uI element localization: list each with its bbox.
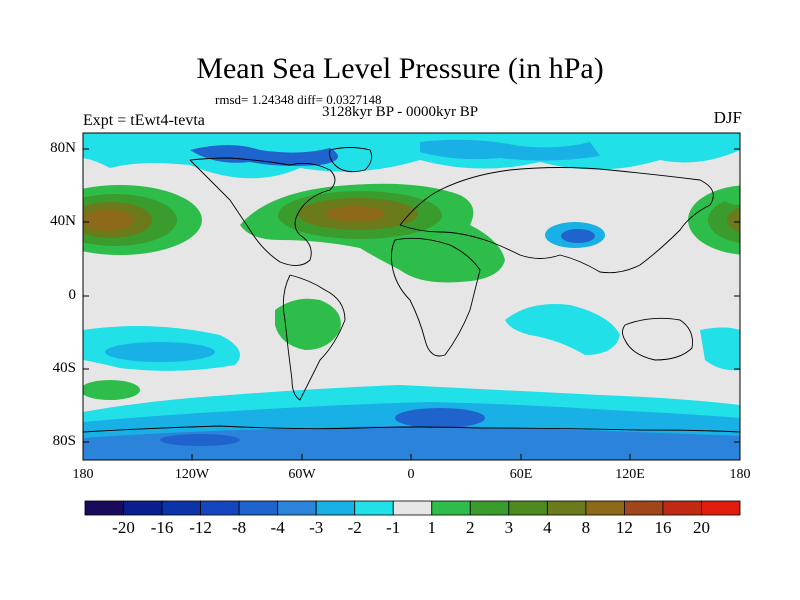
colorbar-swatch [84, 500, 124, 516]
colorbar-label: -16 [150, 518, 174, 537]
lon-tick-label: 0 [407, 467, 415, 482]
north-america-coast [189, 157, 336, 266]
atlantic-high-core [325, 206, 385, 222]
colorbar-swatch [200, 500, 240, 516]
colorbar-swatch [392, 500, 433, 516]
colorbar-swatch [315, 500, 356, 516]
colorbar-label: 1 [427, 518, 437, 537]
colorbar-label: 3 [504, 518, 514, 537]
colorbar-swatch [585, 500, 625, 516]
colorbar-label: 4 [543, 518, 552, 537]
colorbar-label: -8 [232, 518, 247, 537]
stats-line: rmsd= 1.24348 diff= 0.0327148 [215, 92, 382, 107]
colorbar-swatch [354, 500, 394, 516]
colorbar-label: 12 [615, 518, 633, 537]
lat-tick-label: 40N [50, 213, 76, 229]
lat-tick-label: 40S [52, 360, 76, 376]
greenland-coast [329, 147, 373, 173]
west-pacific-band [700, 327, 740, 371]
colorbar-label: 8 [581, 518, 591, 537]
lon-tick-marks [82, 454, 741, 460]
antarctic-low-core [160, 434, 240, 446]
eurasia-coast [399, 167, 714, 274]
colorbar-label: 16 [654, 518, 672, 537]
lon-tick-label: 120W [174, 467, 210, 482]
colorbar-swatch [161, 500, 201, 516]
colorbar-swatch [238, 500, 279, 516]
map-field [83, 133, 740, 460]
colorbar-swatch [701, 500, 741, 516]
colorbar-swatch [123, 500, 163, 516]
lon-tick-label: 180 [729, 467, 751, 482]
africa-coast [390, 237, 481, 357]
coastlines [83, 147, 740, 433]
colorbar-label: -1 [386, 518, 401, 537]
colorbar-swatch [662, 500, 702, 516]
experiment-label: Expt = tEwt4-tevta [83, 112, 205, 129]
colorbar-label: -20 [112, 518, 135, 537]
colorbar-label: 2 [466, 518, 475, 537]
north-pacific-core [83, 209, 134, 231]
colorbar [84, 500, 741, 516]
colorbar-label: -4 [270, 518, 285, 537]
greenland-patch [720, 188, 740, 205]
lat-tick-label: 80N [50, 140, 76, 156]
colorbar-label: -3 [309, 518, 324, 537]
south-pacific-core [105, 342, 215, 362]
colorbar-label: -12 [189, 518, 212, 537]
lon-tick-label: 60W [288, 467, 316, 482]
lat-tick-marks [83, 148, 740, 443]
plot-subtitle: 3128kyr BP - 0000kyr BP [321, 104, 479, 120]
southern-ocean-band-dark [83, 426, 740, 460]
colorbar-swatch [624, 500, 664, 516]
colorbar-label: 20 [692, 518, 710, 537]
south-atlantic-green [83, 380, 140, 400]
colorbar-swatch [431, 500, 471, 516]
colorbar-label: -2 [347, 518, 362, 537]
lon-tick-label: 120E [615, 467, 645, 482]
lat-tick-label: 0 [68, 287, 77, 303]
arctic-anomaly-patch [83, 133, 740, 179]
north-pacific-wrap-mid [708, 196, 740, 244]
south-america-coast [282, 274, 346, 401]
colorbar-swatch [469, 500, 510, 516]
arctic-dark-patch [420, 139, 600, 161]
tibet-low-inner [561, 229, 595, 243]
colorbar-swatch [277, 500, 317, 516]
lon-tick-label: 60E [509, 467, 533, 482]
australia-coast [622, 317, 693, 361]
lat-tick-label: 80S [52, 433, 76, 449]
colorbar-swatch [508, 500, 548, 516]
plot-title: Mean Sea Level Pressure (in hPa) [196, 52, 604, 85]
indian-ocean-patch [505, 304, 620, 355]
antarctic-low-core [395, 408, 485, 428]
lon-tick-label: 180 [72, 467, 94, 482]
south-america-patch [275, 298, 341, 350]
colorbar-swatch [546, 500, 587, 516]
antarctica-coast [83, 425, 740, 433]
north-pacific-wrap-inner [727, 207, 740, 233]
arctic-dark-patch [190, 145, 338, 166]
season-label: DJF [713, 108, 742, 127]
